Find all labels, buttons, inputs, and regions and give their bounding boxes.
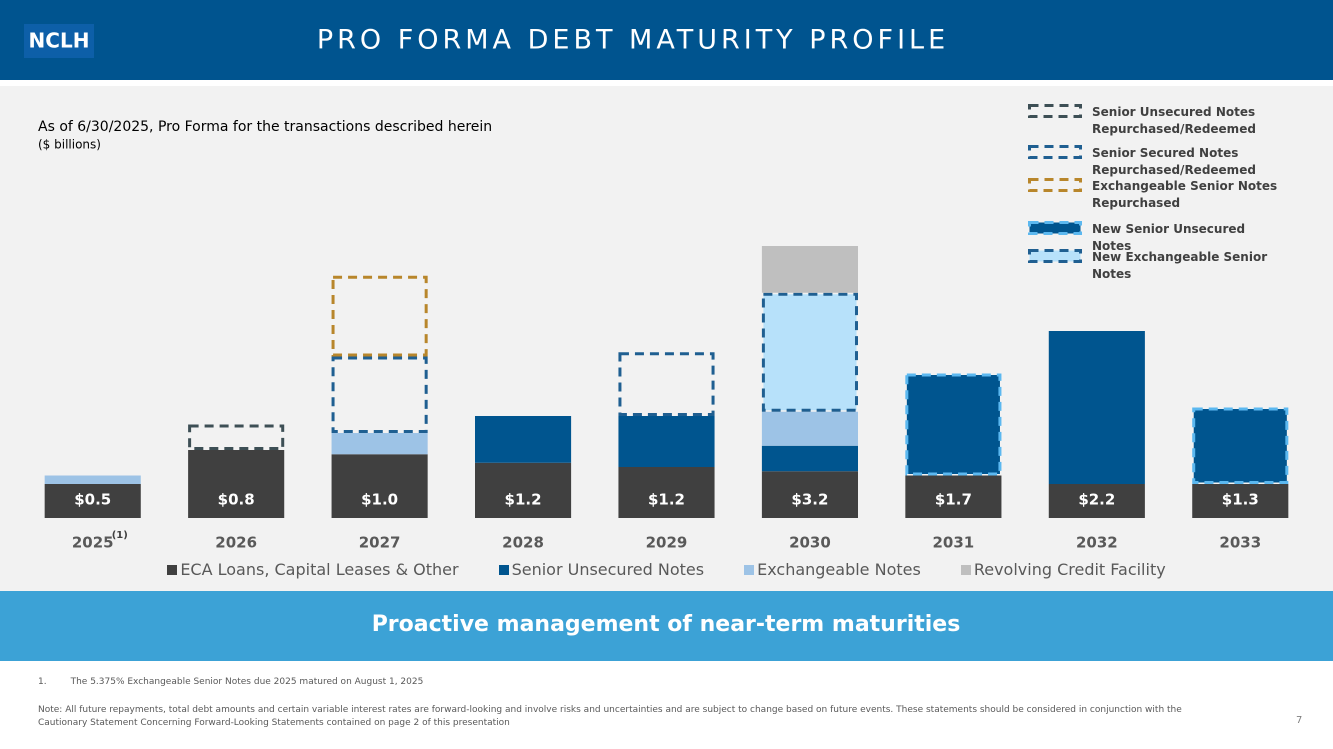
- chart-title: As of 6/30/2025, Pro Forma for the trans…: [38, 119, 492, 135]
- legend-item: Revolving Credit Facility: [960, 560, 1166, 579]
- legend-label: Senior Unsecured Notes Repurchased/Redee…: [1092, 105, 1256, 136]
- x-tick-label: 2032: [1076, 534, 1118, 552]
- x-tick-label: 2031: [933, 534, 975, 552]
- legend-swatch: [1028, 221, 1082, 235]
- footnote: 1. The 5.375% Exchangeable Senior Notes d…: [38, 677, 423, 687]
- repurchased-outline: [188, 424, 285, 450]
- total-label: $1.7: [935, 491, 972, 509]
- bar-segment: [761, 411, 858, 446]
- total-label: $1.2: [648, 491, 685, 509]
- logo-box: [24, 24, 94, 58]
- legend-item: ECA Loans, Capital Leases & Other: [167, 560, 459, 579]
- legend-label: Exchangeable Notes: [757, 560, 921, 579]
- header-bar: [0, 0, 1333, 80]
- x-tick-label: 2027: [359, 534, 401, 552]
- bar-segment: [905, 475, 1002, 518]
- page-number: 7: [1296, 715, 1302, 726]
- legend: ECA Loans, Capital Leases & Other Senior …: [0, 560, 1333, 579]
- new-notes-segment: [761, 292, 858, 412]
- total-label: $1.2: [505, 491, 542, 509]
- banner-bar: [0, 591, 1333, 661]
- bar-segment: [475, 416, 572, 463]
- bar-segment: [475, 462, 572, 518]
- bar-segment: [1048, 484, 1145, 518]
- legend-label: ECA Loans, Capital Leases & Other: [180, 560, 459, 579]
- bar-segment: [1192, 484, 1289, 518]
- repurchased-outline: [618, 352, 715, 416]
- bar-segment: [618, 467, 715, 518]
- repurchased-outline: [331, 356, 428, 433]
- x-tick-label: 2033: [1219, 534, 1261, 552]
- bar-segment: [331, 433, 428, 455]
- bar-segment: [331, 454, 428, 518]
- legend-swatch: [1028, 249, 1082, 263]
- x-tick-label: 2029: [646, 534, 688, 552]
- total-label: $2.2: [1078, 491, 1115, 509]
- x-tick-label: 2025: [72, 534, 114, 552]
- legend-label: New Senior Unsecured Notes: [1092, 222, 1246, 253]
- legend-swatch: [498, 564, 509, 575]
- x-tick-label: 2028: [502, 534, 544, 552]
- legend-swatch: [744, 564, 755, 575]
- bar-segment: [761, 246, 858, 293]
- bar-segment: [44, 475, 141, 484]
- logo: NCLH: [29, 29, 90, 53]
- footnote-number: 1.: [38, 677, 47, 687]
- note: Note: All future repayments, total debt …: [38, 705, 1182, 728]
- new-notes-segment: [905, 373, 1002, 476]
- x-tick-label: 2026: [215, 534, 257, 552]
- bar-segment: [188, 450, 285, 518]
- legend-label: Senior Secured Notes Repurchased/Redeeme…: [1092, 146, 1256, 177]
- chart-subtitle: ($ billions): [38, 138, 101, 152]
- x-tick-label: 2030: [789, 534, 831, 552]
- banner: Proactive management of near-term maturi…: [372, 612, 961, 637]
- legend-swatch: [960, 564, 971, 575]
- bar-segment: [1048, 331, 1145, 484]
- bar-segment: [761, 445, 858, 472]
- total-label: $1.3: [1222, 491, 1259, 509]
- legend-label: Revolving Credit Facility: [973, 560, 1166, 579]
- new-notes-segment: [1192, 407, 1289, 484]
- legend-label: New Exchangeable Senior Notes: [1092, 250, 1268, 281]
- footnote-mark: (1): [112, 530, 128, 541]
- legend-swatch: [167, 564, 178, 575]
- legend-item: Senior Unsecured Notes: [498, 560, 705, 579]
- total-label: $0.5: [74, 491, 111, 509]
- total-label: $1.0: [361, 491, 398, 509]
- bar-segment: [44, 484, 141, 518]
- slide-title: PRO FORMA DEBT MATURITY PROFILE: [317, 25, 949, 56]
- repurchased-outline: [331, 275, 428, 357]
- total-label: $3.2: [791, 491, 828, 509]
- bar-segment: [761, 471, 858, 518]
- legend-label: Senior Unsecured Notes: [511, 560, 705, 579]
- total-label: $0.8: [218, 491, 255, 509]
- footnote-text: The 5.375% Exchangeable Senior Notes due…: [70, 677, 424, 687]
- bar-segment: [618, 416, 715, 467]
- legend-label: Exchangeable Senior Notes Repurchased: [1092, 179, 1278, 210]
- legend-item: Exchangeable Notes: [744, 560, 921, 579]
